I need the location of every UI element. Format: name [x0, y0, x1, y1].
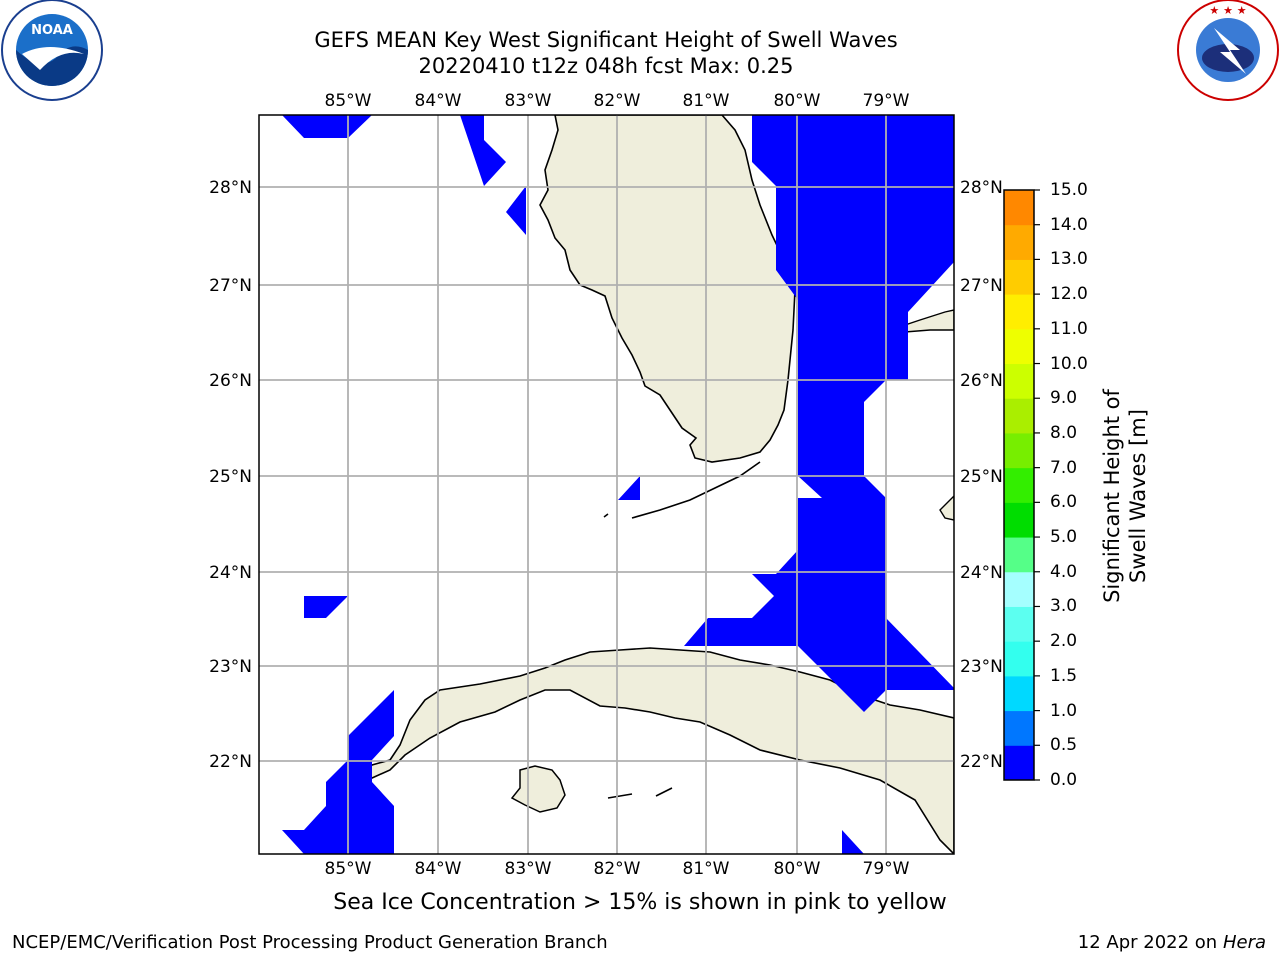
lat-label-right: 28°N: [960, 178, 1003, 198]
colorbar-swatch: [1004, 259, 1034, 295]
lon-label-top: 83°W: [505, 91, 552, 111]
lat-label-right: 24°N: [960, 563, 1003, 583]
colorbar-swatch: [1004, 467, 1034, 503]
colorbar-swatch: [1004, 571, 1034, 607]
lon-label-bottom: 79°W: [863, 859, 910, 879]
isla-juventud: [510, 765, 566, 813]
lon-label-bottom: 80°W: [774, 859, 821, 879]
colorbar-title: Significant Height of Swell Waves [m]: [1100, 389, 1150, 603]
colorbar-swatch: [1004, 675, 1034, 712]
colorbar-tick-label: 0.0: [1050, 770, 1078, 790]
colorbar-tick-label: 15.0: [1050, 180, 1088, 200]
colorbar-swatch: [1004, 502, 1034, 538]
colorbar-tick-label: 4.0: [1050, 561, 1078, 582]
andros-land: [939, 495, 954, 521]
colorbar-swatch: [1004, 432, 1034, 469]
colorbar: [1003, 189, 1040, 781]
colorbar-swatch: [1004, 294, 1034, 330]
lon-label-top: 82°W: [594, 91, 641, 111]
lon-labels-top: 85°W 84°W 83°W 82°W 81°W 80°W 79°W: [325, 91, 910, 111]
lat-label-right: 23°N: [960, 657, 1003, 677]
lat-label-left: 26°N: [209, 371, 252, 391]
nws-logo: ★ ★ ★: [1177, 0, 1279, 101]
colorbar-tick-label: 12.0: [1050, 284, 1088, 305]
colorbar-swatch: [1004, 363, 1034, 399]
colorbar-tick-label: 13.0: [1050, 249, 1088, 270]
graticule: [259, 115, 954, 854]
lat-label-right: 25°N: [960, 467, 1003, 487]
lat-label-left: 25°N: [209, 467, 252, 487]
colorbar-tick-label: 1.0: [1050, 700, 1078, 721]
colorbar-swatch: [1004, 606, 1034, 642]
map-subtitle: 20220410 t12z 048h fcst Max: 0.25: [418, 54, 794, 78]
map-title: GEFS MEAN Key West Significant Height of…: [314, 28, 898, 52]
lat-label-left: 24°N: [209, 563, 252, 583]
florida-keys: [631, 461, 761, 519]
colorbar-swatch: [1004, 641, 1034, 677]
footer-credit: NCEP/EMC/Verification Post Processing Pr…: [12, 932, 608, 953]
colorbar-tick-label: 6.0: [1050, 492, 1078, 513]
colorbar-swatch: [1004, 328, 1034, 365]
lon-label-top: 85°W: [325, 91, 372, 111]
colorbar-swatch: [1004, 745, 1034, 781]
noaa-logo: NOAA: [1, 0, 103, 101]
footer-date-text: 12 Apr 2022 on: [1077, 932, 1223, 953]
lon-label-top: 80°W: [774, 91, 821, 111]
footer-date: 12 Apr 2022 on Hera: [1078, 932, 1266, 953]
lat-label-left: 27°N: [209, 276, 252, 296]
colorbar-tick-label: 10.0: [1050, 353, 1088, 374]
lat-label-left: 22°N: [209, 752, 252, 772]
lon-label-top: 81°W: [683, 91, 730, 111]
lat-label-left: 23°N: [209, 657, 252, 677]
lon-label-bottom: 81°W: [683, 859, 730, 879]
lat-label-right: 22°N: [960, 752, 1003, 772]
lon-label-bottom: 85°W: [325, 859, 372, 879]
colorbar-swatch: [1004, 224, 1034, 260]
colorbar-swatch: [1004, 398, 1034, 434]
lat-labels-left: 28°N 27°N 26°N 25°N 24°N 23°N 22°N: [209, 178, 252, 772]
colorbar-tick-label: 5.0: [1050, 527, 1078, 548]
colorbar-tick-label: 0.5: [1050, 735, 1078, 756]
lon-label-bottom: 82°W: [594, 859, 641, 879]
lat-label-right: 26°N: [960, 371, 1003, 391]
colorbar-tick-label: 9.0: [1050, 388, 1078, 409]
colorbar-tick-label: 3.0: [1050, 596, 1078, 617]
footer-machine: Hera: [1222, 932, 1266, 953]
colorbar-tick-label: 8.0: [1050, 422, 1078, 443]
colorbar-tick-label: 2.0: [1050, 631, 1078, 652]
colorbar-tick-label: 1.5: [1050, 665, 1078, 686]
colorbar-swatch: [1004, 710, 1034, 746]
map-frame: [258, 114, 955, 855]
lon-label-top: 84°W: [415, 91, 462, 111]
colorbar-tick-label: 7.0: [1050, 457, 1078, 478]
lon-label-top: 79°W: [863, 91, 910, 111]
lat-labels-right: 28°N 27°N 26°N 25°N 24°N 23°N 22°N: [960, 178, 1003, 772]
colorbar-tick-label: 14.0: [1050, 214, 1088, 235]
sea-ice-caption: Sea Ice Concentration > 15% is shown in …: [333, 890, 947, 915]
colorbar-swatch: [1004, 537, 1034, 573]
colorbar-tick-label: 11.0: [1050, 318, 1088, 339]
noaa-text: NOAA: [31, 23, 73, 38]
colorbar-swatch: [1004, 190, 1034, 226]
svg-text:★ ★ ★: ★ ★ ★: [1209, 4, 1246, 17]
lat-label-left: 28°N: [209, 178, 252, 198]
cuba-land: [358, 647, 954, 854]
lon-labels-bottom: 85°W 84°W 83°W 82°W 81°W 80°W 79°W: [325, 859, 910, 879]
lat-label-right: 27°N: [960, 276, 1003, 296]
map-area: 85°W 84°W 83°W 82°W 81°W 80°W 79°W 85°W 84°W 83°…: [209, 91, 1003, 879]
lon-label-bottom: 83°W: [505, 859, 552, 879]
lon-label-bottom: 84°W: [415, 859, 462, 879]
